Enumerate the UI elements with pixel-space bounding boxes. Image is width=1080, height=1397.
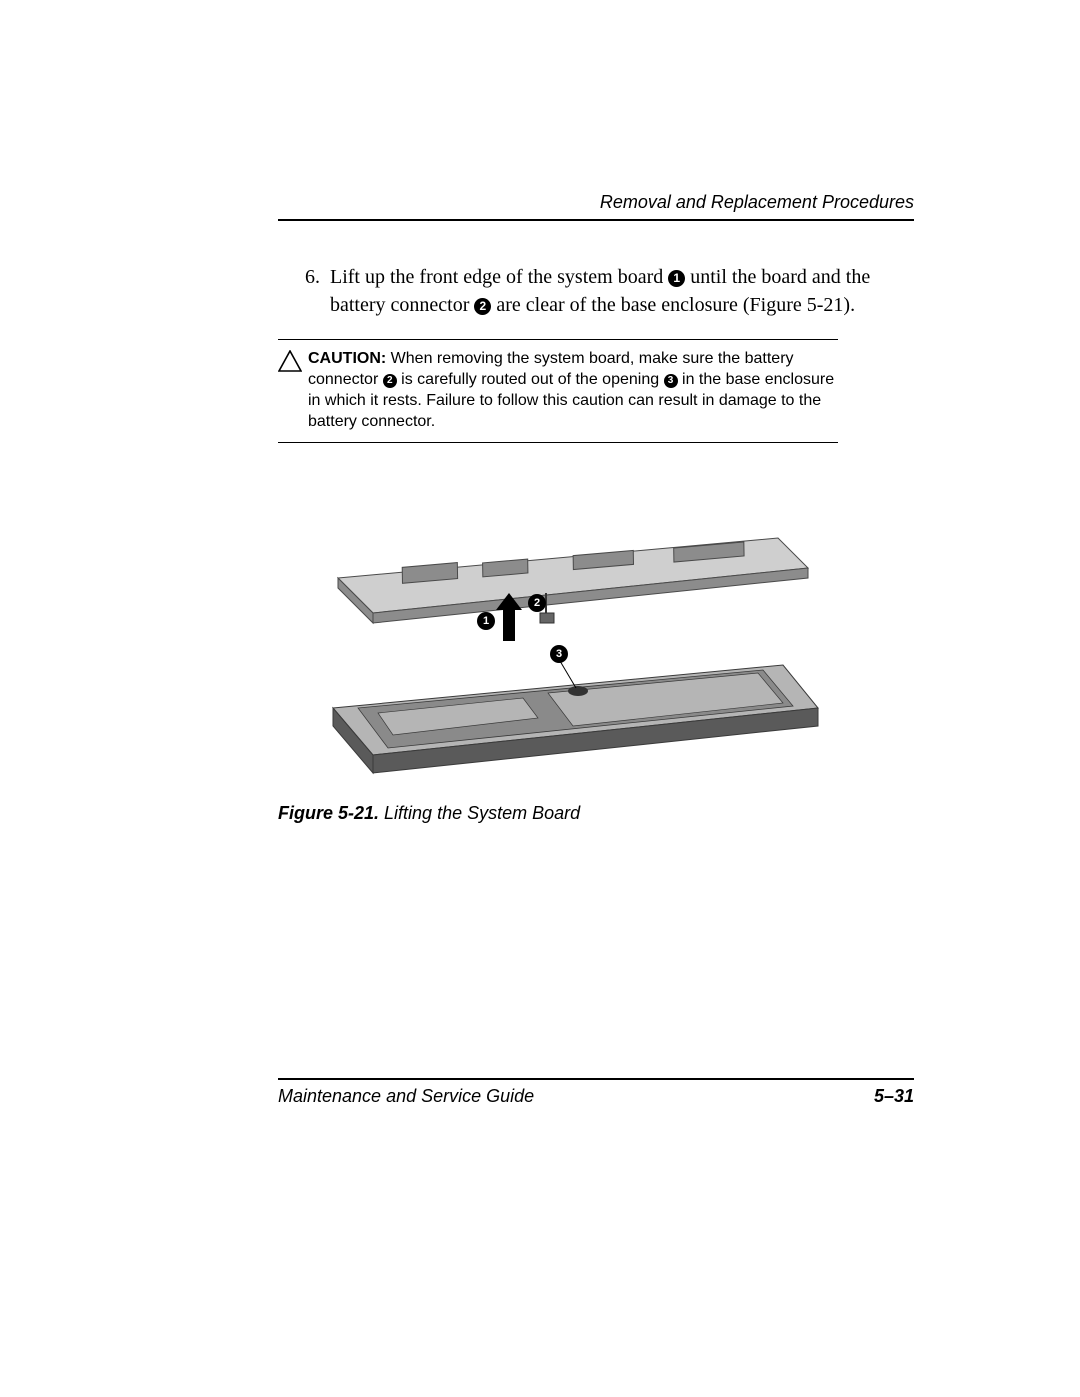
caution-icon xyxy=(278,348,308,377)
section-title: Removal and Replacement Procedures xyxy=(278,192,914,219)
step-text-1: Lift up the front edge of the system boa… xyxy=(330,266,668,288)
figure-caption: Figure 5-21. Lifting the System Board xyxy=(278,803,914,824)
footer-left: Maintenance and Service Guide xyxy=(278,1086,534,1107)
figure-caption-label: Figure 5-21. xyxy=(278,803,379,823)
callout-3-inline-caution: 3 xyxy=(664,374,678,388)
footer-right: 5–31 xyxy=(874,1086,914,1107)
caution-text-2: is carefully routed out of the opening xyxy=(397,371,664,388)
footer-rule xyxy=(278,1078,914,1080)
page: Removal and Replacement Procedures 6. Li… xyxy=(0,0,1080,1397)
callout-2-inline-caution: 2 xyxy=(383,374,397,388)
caution-label: CAUTION: xyxy=(308,350,386,367)
caution-box: CAUTION: When removing the system board,… xyxy=(278,339,838,443)
step-number: 6. xyxy=(278,263,330,319)
system-board-top xyxy=(338,538,808,623)
base-enclosure xyxy=(333,661,818,773)
step-text-3: are clear of the base enclosure (Figure … xyxy=(491,294,855,316)
figure-5-21: 1 2 3 xyxy=(278,493,838,793)
footer: Maintenance and Service Guide 5–31 xyxy=(278,1078,914,1107)
header-rule xyxy=(278,219,914,221)
caution-text: CAUTION: When removing the system board,… xyxy=(308,348,838,432)
callout-1-inline: 1 xyxy=(668,270,685,287)
step-6: 6. Lift up the front edge of the system … xyxy=(278,263,914,319)
figure-caption-text: Lifting the System Board xyxy=(379,803,580,823)
content-area: Removal and Replacement Procedures 6. Li… xyxy=(278,192,914,824)
callout-2-inline: 2 xyxy=(474,298,491,315)
figure-svg xyxy=(278,493,838,793)
step-text: Lift up the front edge of the system boa… xyxy=(330,263,914,319)
footer-row: Maintenance and Service Guide 5–31 xyxy=(278,1086,914,1107)
